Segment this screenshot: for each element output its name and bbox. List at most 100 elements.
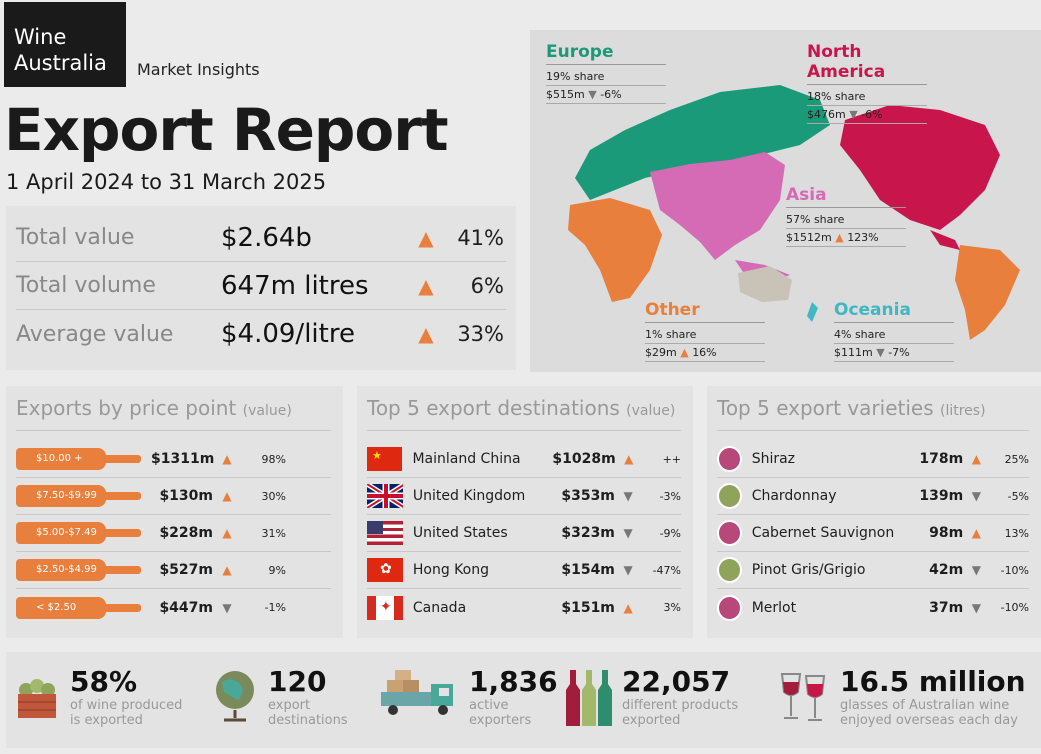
variety-row: Merlot 37m ▼ -10% [717, 589, 1029, 626]
region-value: $1512m [786, 231, 832, 244]
card-title-text: Top 5 export varieties [717, 396, 934, 420]
destination-name: United States [412, 525, 508, 541]
variety-row: Cabernet Sauvignon 98m ▲ 13% [717, 515, 1029, 552]
price-value: $130m [159, 488, 213, 504]
up-arrow-icon: ▲ [418, 322, 434, 346]
variety-row: Pinot Gris/Grigio 42m ▼ -10% [717, 552, 1029, 589]
kpi-label: Total value [16, 225, 135, 250]
globe-icon [210, 666, 260, 724]
up-arrow-icon: ▲ [418, 225, 434, 250]
page-title: Export Report [4, 96, 449, 164]
kpi-value: $2.64b [221, 222, 312, 253]
destinations-card: Top 5 export destinations (value) ★ Main… [357, 386, 693, 638]
region-pct: -6% [600, 88, 622, 101]
logo-line1: Wine [14, 25, 67, 49]
region-share: 1% share [645, 326, 765, 344]
price-value: $228m [159, 525, 213, 541]
variety-pct: 13% [1004, 526, 1030, 540]
wine-bottle-icon: $2.50-$4.99 [16, 559, 141, 581]
down-arrow-icon: ▼ [876, 346, 885, 359]
up-arrow-icon: ▲ [835, 231, 844, 244]
variety-pct: -10% [1000, 601, 1030, 614]
stat-number: 120 [268, 665, 327, 698]
region-share: 19% share [546, 68, 666, 86]
stat-item: 16.5 million glasses of Australian wine … [776, 666, 1026, 728]
down-arrow-icon: ▼ [849, 108, 858, 121]
stat-desc-line2: enjoyed overseas each day [840, 713, 1018, 728]
price-point-row: $10.00 + $1311m ▲ 98% [16, 441, 331, 478]
down-arrow-icon: ▼ [623, 489, 633, 503]
region-value-line: $515m ▼ -6% [546, 86, 666, 104]
down-arrow-icon: ▼ [971, 563, 981, 577]
region-share: 4% share [834, 326, 954, 344]
kpi-pct: 6% [470, 273, 504, 298]
wine-bottles-icon [564, 666, 614, 726]
variety-value: 178m [919, 451, 964, 467]
logo-line2: Australia [14, 51, 107, 75]
region-oceania: Oceania 4% share $111m ▼ -7% [834, 300, 954, 362]
stat-desc-line2: exported [622, 713, 681, 728]
stat-item: 120 export destinations [210, 666, 348, 728]
us-flag-icon [367, 521, 403, 545]
card-title-text: Exports by price point [16, 396, 237, 420]
wine-australia-logo: Wine Australia [4, 2, 126, 87]
destination-value: $151m [561, 599, 615, 616]
asia-region-shape [650, 152, 785, 260]
destination-name: Canada [412, 599, 467, 616]
stat-item: 58% of wine produced is exported [12, 666, 182, 728]
card-title: Top 5 export varieties (litres) [717, 396, 1029, 431]
stat-desc-line1: of wine produced [70, 698, 183, 713]
region-pct: 123% [847, 231, 879, 244]
card-title-text: Top 5 export destinations [367, 396, 620, 420]
price-point-card: Exports by price point (value) $10.00 + … [6, 386, 343, 638]
variety-value: 98m [929, 525, 964, 541]
up-arrow-icon: ▲ [222, 563, 232, 577]
card-title-unit: (value) [242, 403, 292, 419]
varieties-card: Top 5 export varieties (litres) Shiraz 1… [707, 386, 1041, 638]
destination-pct: -9% [659, 526, 681, 540]
kpi-label: Average value [16, 321, 174, 347]
destination-pct: ++ [662, 452, 681, 466]
up-arrow-icon: ▲ [222, 489, 232, 503]
variety-name: Merlot [751, 599, 797, 616]
variety-value: 139m [919, 488, 964, 504]
variety-value: 37m [929, 599, 964, 616]
region-asia: Asia 57% share $1512m ▲ 123% [786, 185, 906, 247]
variety-row: Shiraz 178m ▲ 25% [717, 441, 1029, 478]
card-title: Exports by price point (value) [16, 396, 331, 431]
variety-row: Chardonnay 139m ▼ -5% [717, 478, 1029, 515]
north-america-region-shape [840, 105, 1000, 230]
region-pct: -7% [888, 346, 910, 359]
destination-value: $353m [561, 488, 615, 504]
destination-row: United States $323m ▼ -9% [367, 515, 681, 552]
wine-bottle-icon: $5.00-$7.49 [16, 522, 141, 544]
region-name: Asia [786, 185, 906, 208]
kpi-value: $4.09/litre [221, 319, 355, 349]
stat-item: 22,057 different products exported [564, 666, 738, 728]
white-grape-icon [717, 557, 742, 583]
logo-subtitle: Market Insights [137, 60, 260, 79]
price-value: $1311m [151, 451, 215, 467]
price-value: $527m [159, 562, 213, 578]
region-share: 57% share [786, 211, 906, 229]
up-arrow-icon: ▲ [222, 526, 232, 540]
variety-name: Cabernet Sauvignon [751, 525, 895, 541]
variety-pct: 25% [1004, 452, 1030, 466]
stat-desc-line1: glasses of Australian wine [840, 698, 1010, 713]
region-value: $29m [645, 346, 677, 359]
region-value: $111m [834, 346, 873, 359]
price-band: $10.00 + [16, 448, 106, 470]
variety-name: Chardonnay [751, 488, 837, 504]
destination-name: United Kingdom [412, 488, 526, 504]
region-value-line: $111m ▼ -7% [834, 344, 954, 362]
red-grape-icon [717, 446, 742, 472]
report-period: 1 April 2024 to 31 March 2025 [6, 170, 327, 194]
destination-value: $154m [561, 562, 615, 578]
region-value-line: $29m ▲ 16% [645, 344, 765, 362]
kpi-label: Total volume [16, 273, 156, 298]
kpi-value: 647m litres [221, 270, 369, 301]
price-band: $7.50-$9.99 [16, 485, 106, 507]
wine-bottle-icon: $7.50-$9.99 [16, 485, 141, 507]
wine-bottle-icon: $10.00 + [16, 448, 141, 470]
price-point-row: $2.50-$4.99 $527m ▲ 9% [16, 552, 331, 589]
